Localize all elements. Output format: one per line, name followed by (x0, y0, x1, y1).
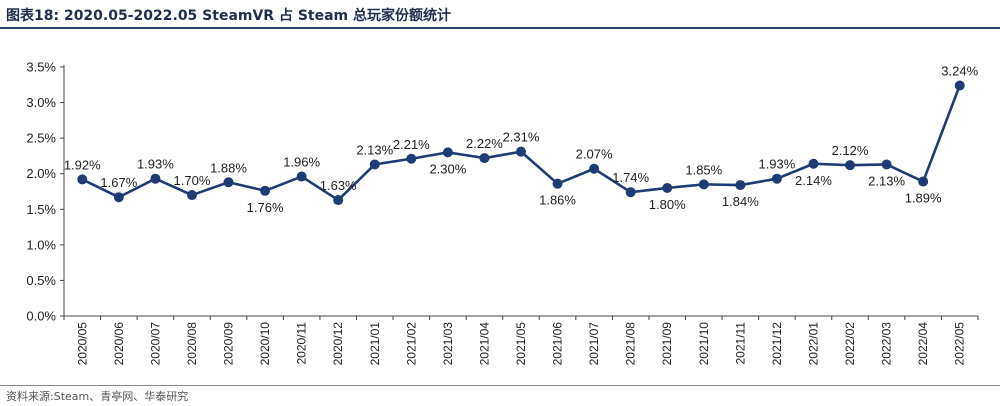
data-label: 2.07% (576, 147, 613, 162)
source-rule (0, 385, 1000, 386)
data-point (516, 146, 526, 157)
data-label: 2.14% (795, 173, 832, 188)
data-point (625, 187, 636, 198)
data-label: 1.76% (247, 200, 284, 215)
data-label: 1.88% (210, 160, 247, 175)
data-point (296, 171, 307, 182)
x-tick-label: 2022/02 (843, 322, 857, 366)
data-label: 2.30% (429, 161, 466, 176)
data-point (113, 192, 124, 203)
y-tick-label: 1.0% (26, 237, 56, 252)
figure-title: 图表18: 2020.05-2022.05 SteamVR 占 Steam 总玩… (6, 8, 452, 24)
x-tick-label: 2021/01 (368, 322, 382, 366)
x-tick-label: 2020/09 (222, 322, 236, 366)
data-label: 1.84% (722, 194, 759, 209)
data-point (333, 195, 344, 206)
data-label: 1.80% (649, 197, 686, 212)
x-tick-label: 2021/02 (404, 322, 418, 366)
data-point (881, 159, 892, 170)
data-label: 1.96% (283, 155, 320, 170)
data-point (589, 163, 600, 174)
data-point (954, 80, 965, 91)
data-point (698, 179, 709, 190)
data-label: 1.70% (174, 173, 211, 188)
data-label: 1.74% (612, 170, 649, 185)
data-label: 1.86% (539, 193, 576, 208)
data-point (223, 177, 234, 188)
x-tick-label: 2021/11 (733, 322, 747, 365)
data-point (369, 159, 380, 170)
data-point (918, 176, 929, 187)
x-tick-label: 2021/04 (477, 322, 491, 366)
x-tick-label: 2020/12 (331, 322, 345, 366)
data-label: 1.63% (320, 178, 357, 193)
x-tick-label: 2021/07 (587, 322, 601, 366)
x-tick-label: 2021/09 (660, 322, 674, 366)
data-point (406, 153, 417, 164)
x-tick-label: 2022/01 (806, 322, 820, 366)
data-label: 1.93% (137, 157, 174, 172)
data-point (186, 190, 197, 201)
x-axis-ticks: 2020/05 2020/06 2020/07 2020/08 2020/09 2020/… (63, 316, 979, 366)
data-label: 2.21% (393, 137, 430, 152)
data-labels: 1.92%1.67%1.93%1.70%1.88%1.76%1.96%1.63%… (64, 63, 979, 214)
data-point (808, 158, 819, 169)
data-label: 2.13% (868, 173, 905, 188)
x-tick-label: 2022/03 (880, 322, 894, 366)
x-tick-label: 2021/12 (770, 322, 784, 366)
x-tick-label: 2021/03 (441, 322, 455, 366)
title-rule (0, 27, 1000, 29)
data-label: 3.24% (941, 63, 978, 78)
data-point (845, 160, 856, 171)
data-point (442, 147, 453, 158)
y-tick-label: 3.5% (26, 60, 56, 75)
x-tick-label: 2020/07 (148, 322, 162, 366)
data-label: 2.22% (466, 136, 503, 151)
source-note: 资料来源:Steam、青亭网、华泰研究 (6, 390, 189, 403)
x-tick-label: 2021/10 (697, 322, 711, 366)
x-tick-label: 2022/05 (953, 322, 967, 366)
data-point (77, 174, 88, 185)
y-tick-label: 0.0% (26, 309, 56, 324)
data-point (735, 180, 746, 191)
data-label: 1.92% (64, 157, 101, 172)
data-point (479, 153, 490, 164)
data-label: 1.93% (758, 157, 795, 172)
data-label: 2.12% (832, 143, 869, 158)
data-points (77, 80, 965, 206)
data-label: 1.67% (100, 175, 137, 190)
x-tick-label: 2021/08 (624, 322, 638, 366)
x-tick-label: 2020/06 (112, 322, 126, 366)
data-point (260, 185, 271, 196)
x-tick-label: 2020/11 (295, 322, 309, 365)
data-label: 2.13% (356, 142, 393, 157)
data-label: 1.89% (905, 191, 942, 206)
data-point (662, 182, 673, 193)
y-tick-label: 0.5% (26, 273, 56, 288)
data-point (552, 178, 563, 189)
data-label: 2.31% (503, 130, 540, 145)
data-point (771, 173, 782, 184)
x-tick-label: 2022/04 (916, 322, 930, 366)
y-tick-label: 2.5% (26, 131, 56, 146)
x-tick-label: 2020/05 (75, 322, 89, 366)
x-tick-label: 2020/10 (258, 322, 272, 366)
y-axis-ticks: 0.0% 0.5% 1.0% 1.5% 2.0% 2.5% 3.0% 3.5% (26, 60, 64, 324)
x-tick-label: 2021/05 (514, 322, 528, 366)
data-point (150, 173, 161, 184)
x-tick-label: 2021/06 (551, 322, 565, 366)
y-tick-label: 2.0% (26, 166, 56, 181)
chart-axes (63, 65, 978, 317)
y-tick-label: 3.0% (26, 95, 56, 110)
data-label: 1.85% (685, 162, 722, 177)
y-tick-label: 1.5% (26, 202, 56, 217)
x-tick-label: 2020/08 (185, 322, 199, 366)
